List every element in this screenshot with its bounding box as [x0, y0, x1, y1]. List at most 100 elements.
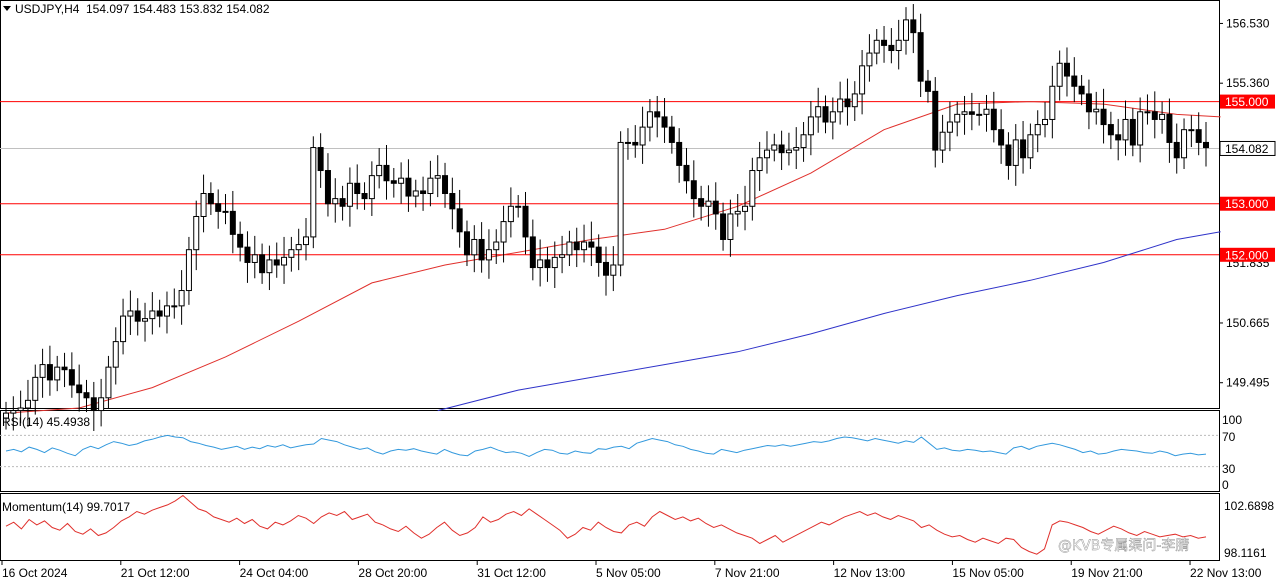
candle-body — [412, 190, 419, 197]
candle-body — [456, 208, 463, 233]
candle-body — [522, 205, 529, 238]
candle-body — [266, 259, 273, 274]
candle-body — [581, 241, 588, 251]
symbol-timeframe: USDJPY,H4 — [15, 2, 80, 16]
candle-body — [1159, 113, 1166, 120]
candle-body — [1020, 139, 1027, 159]
candle-body — [222, 210, 229, 213]
candle-body — [251, 254, 258, 263]
candle-body — [1042, 118, 1049, 126]
candle-body — [1115, 134, 1122, 141]
level-price-label: 153.000 — [1225, 197, 1269, 211]
candle-body — [178, 290, 185, 307]
candle-body — [756, 157, 763, 172]
rsi-tick-label: 30 — [1222, 462, 1236, 476]
current-price-box — [1219, 140, 1276, 156]
candle-body — [442, 175, 449, 195]
candle-body — [76, 384, 83, 394]
candle-body — [866, 52, 873, 67]
price-tick-label: 156.530 — [1226, 16, 1270, 30]
rsi-tick-label: 100 — [1222, 413, 1242, 427]
candle-body — [632, 141, 639, 146]
candle-body — [90, 397, 97, 412]
candle-body — [485, 249, 492, 261]
rsi-tick-label: 0 — [1222, 478, 1229, 492]
candle-body — [983, 108, 990, 115]
candle-body — [573, 241, 580, 251]
candle-body — [749, 170, 756, 207]
momentum-tick-label: 98.1161 — [1224, 546, 1267, 560]
price-axis: 156.530155.360150.665149.495151.835155.0… — [1219, 16, 1276, 390]
candle-body — [617, 141, 624, 266]
dropdown-triangle-icon[interactable] — [3, 6, 11, 11]
candle-body — [1166, 113, 1173, 143]
time-tick-label: 24 Oct 04:00 — [240, 566, 309, 580]
momentum-indicator: 102.6898 98.1161 — [5, 494, 1274, 560]
candle-body — [829, 111, 836, 123]
ma-blue-line — [437, 231, 1221, 412]
candle-body — [420, 190, 427, 195]
candle-body — [207, 193, 214, 205]
candle-body — [976, 113, 983, 116]
time-tick-label: 12 Nov 13:00 — [834, 566, 906, 580]
candle-body — [405, 177, 412, 197]
candle-body — [24, 399, 31, 409]
time-tick-label: 19 Nov 21:00 — [1071, 566, 1143, 580]
candle-body — [427, 177, 434, 195]
candle-body — [683, 164, 690, 182]
candle-body — [98, 397, 105, 412]
candle-body — [398, 177, 405, 184]
candle-body — [1107, 124, 1114, 136]
candle-body — [171, 305, 178, 308]
candle-body — [800, 134, 807, 149]
candle-body — [698, 198, 705, 207]
candle-body — [559, 254, 566, 258]
candle-body — [134, 310, 141, 322]
momentum-label: Momentum(14) 99.7017 — [2, 500, 130, 514]
candle-body — [785, 149, 792, 154]
candle-body — [712, 200, 719, 215]
level-price-box — [1220, 196, 1275, 211]
candle-body — [1093, 108, 1100, 113]
candle-body — [1071, 75, 1078, 87]
candle-body — [361, 193, 368, 200]
candle-body — [1129, 118, 1136, 146]
candle-body — [339, 198, 346, 207]
candle-body — [793, 147, 800, 151]
candle-body — [1049, 85, 1056, 120]
momentum-panel-frame — [0, 493, 1220, 561]
candle-body — [990, 108, 997, 131]
time-tick-label: 5 Nov 05:00 — [596, 566, 661, 580]
candle-body — [200, 193, 207, 217]
candle-body — [515, 205, 522, 208]
level-price-label: 155.000 — [1225, 95, 1269, 109]
candle-body — [946, 121, 953, 133]
candle-body — [1078, 85, 1085, 95]
candle-body — [229, 210, 236, 235]
candle-body — [127, 310, 134, 317]
candle-body — [822, 106, 829, 123]
candle-body — [895, 39, 902, 52]
candle-body — [507, 205, 514, 223]
time-tick-label: 15 Nov 05:00 — [952, 566, 1024, 580]
candle-body — [544, 259, 551, 269]
level-price-box — [1220, 94, 1275, 109]
candle-body — [346, 182, 353, 207]
candle-body — [968, 111, 975, 115]
watermark-text: @KVB专属渠问-李腈 — [1058, 538, 1189, 554]
candle-body — [807, 116, 814, 136]
candle-body — [332, 198, 339, 205]
candle-body — [727, 213, 734, 240]
candle-body — [449, 193, 456, 210]
candle-body — [903, 19, 909, 41]
candle-body — [303, 236, 309, 246]
candle-body — [83, 392, 90, 399]
rsi-panel-frame — [0, 410, 1220, 492]
candle-body — [742, 205, 749, 212]
candle-body — [383, 164, 390, 182]
candle-body — [910, 19, 917, 34]
candle-body — [259, 254, 266, 274]
candle-body — [837, 98, 844, 113]
candle-body — [851, 93, 858, 108]
